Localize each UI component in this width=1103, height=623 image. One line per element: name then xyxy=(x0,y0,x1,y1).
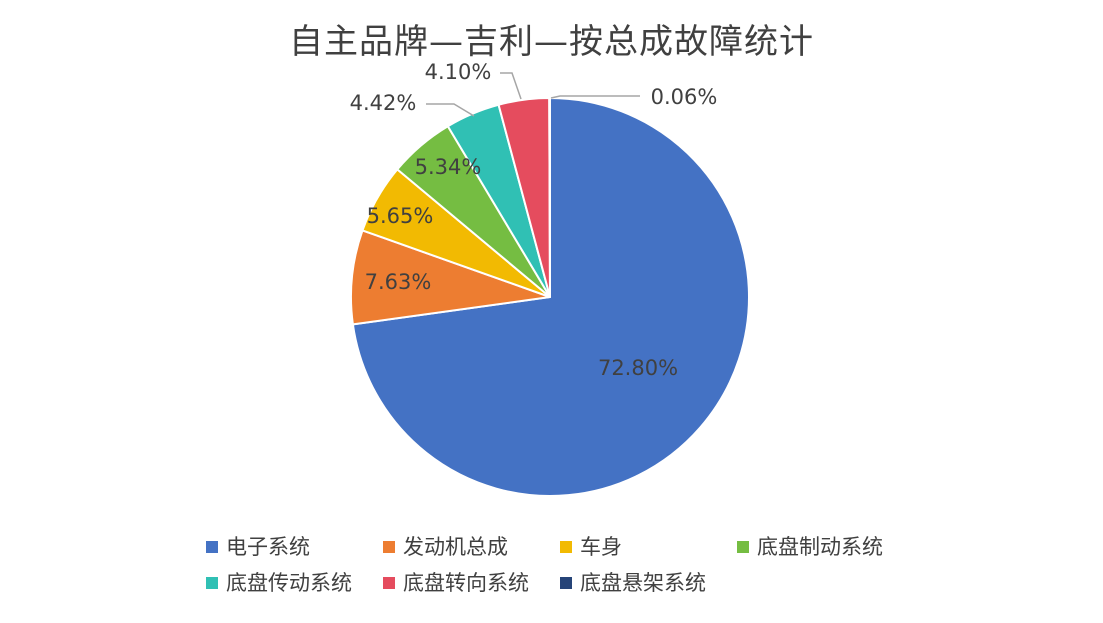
data-label-2: 7.63% xyxy=(365,270,432,294)
legend-item-drivetrain[interactable]: 底盘传动系统 xyxy=(206,570,352,596)
data-label-7: 0.06% xyxy=(651,85,718,109)
data-label-1: 72.80% xyxy=(598,356,678,380)
legend-item-electronics[interactable]: 电子系统 xyxy=(206,534,310,560)
leader-line-6 xyxy=(500,72,522,100)
chart-legend: 电子系统 发动机总成 车身 底盘制动系统 底盘传动系统 底盘转向系统 底盘悬架系… xyxy=(200,534,920,614)
chart-title: 自主品牌—吉利—按总成故障统计 xyxy=(289,22,814,62)
legend-swatch xyxy=(383,577,395,589)
legend-label: 底盘传动系统 xyxy=(226,571,352,595)
legend-item-steering[interactable]: 底盘转向系统 xyxy=(383,570,529,596)
leader-line-5 xyxy=(426,103,475,117)
legend-label: 发动机总成 xyxy=(403,535,508,559)
legend-swatch xyxy=(560,577,572,589)
data-label-3: 5.65% xyxy=(367,204,434,228)
legend-label: 车身 xyxy=(580,535,622,559)
data-label-6: 4.10% xyxy=(425,60,492,84)
pie-slice-2[interactable] xyxy=(350,229,551,326)
data-label-5: 4.42% xyxy=(350,91,417,115)
legend-item-suspension[interactable]: 底盘悬架系统 xyxy=(560,570,706,596)
pie-slice-7[interactable] xyxy=(548,96,551,298)
legend-swatch xyxy=(383,541,395,553)
legend-label: 底盘制动系统 xyxy=(757,535,883,559)
legend-item-body[interactable]: 车身 xyxy=(560,534,622,560)
legend-label: 底盘转向系统 xyxy=(403,571,529,595)
legend-swatch xyxy=(206,541,218,553)
legend-swatch xyxy=(560,541,572,553)
legend-label: 电子系统 xyxy=(226,535,310,559)
legend-swatch xyxy=(737,541,749,553)
legend-item-brake[interactable]: 底盘制动系统 xyxy=(737,534,883,560)
legend-item-engine[interactable]: 发动机总成 xyxy=(383,534,508,560)
data-label-4: 5.34% xyxy=(415,155,482,179)
legend-label: 底盘悬架系统 xyxy=(580,571,706,595)
legend-swatch xyxy=(206,577,218,589)
leader-line-7 xyxy=(550,95,640,99)
